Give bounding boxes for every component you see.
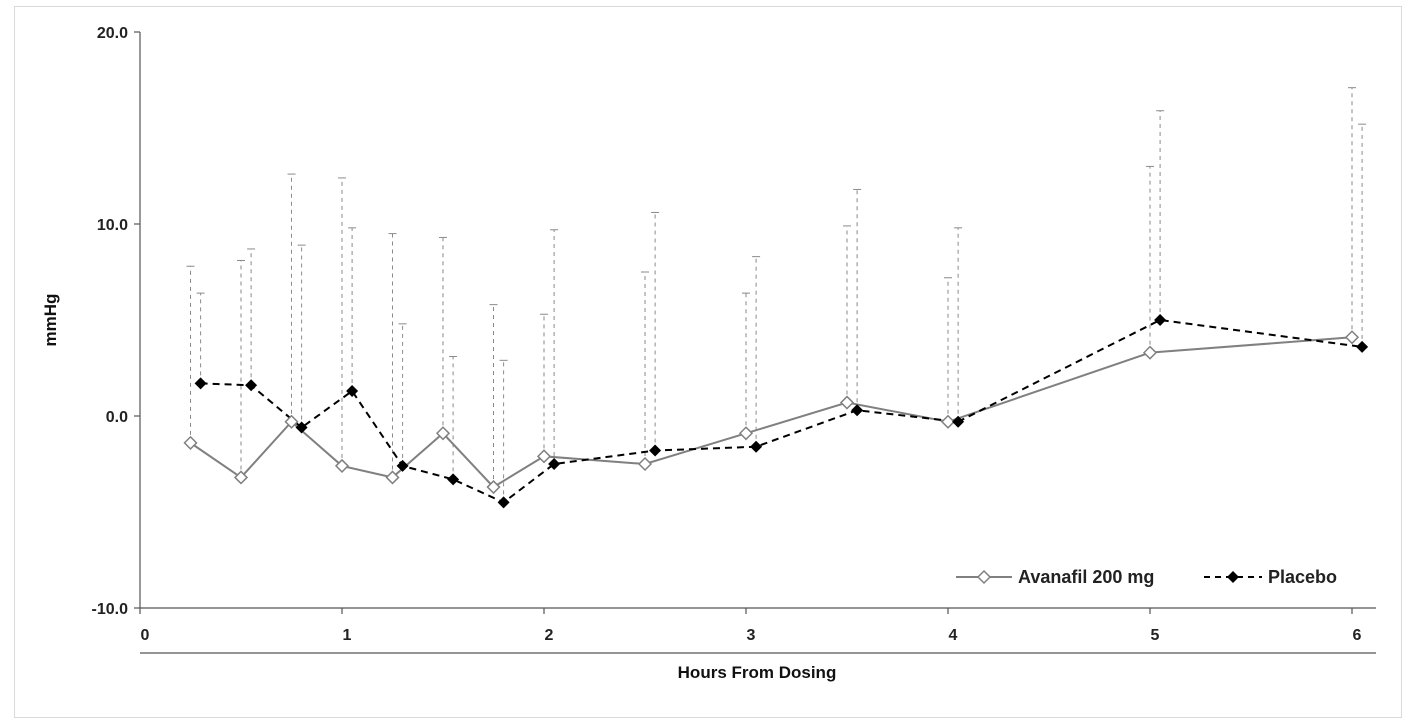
- y-tick-label: 20.0: [97, 25, 128, 42]
- x-tick-label: 6: [1353, 627, 1362, 644]
- data-point-placebo: [952, 415, 965, 428]
- data-point-avanafil: [183, 435, 198, 450]
- data-point-avanafil: [334, 458, 350, 473]
- x-tick-label: 3: [747, 627, 756, 644]
- series-lines-layer: [189, 318, 1363, 504]
- x-tick-label: 2: [545, 627, 554, 644]
- y-tick-label: -10.0: [92, 601, 129, 618]
- error-bars-layer: [186, 87, 1367, 503]
- y-tick-label: 10.0: [97, 217, 128, 234]
- x-tick-label: 5: [1151, 627, 1160, 644]
- data-point-avanafil: [738, 426, 754, 441]
- data-point-avanafil: [1344, 330, 1360, 345]
- data-point-avanafil: [637, 456, 653, 472]
- data-point-placebo: [194, 377, 207, 390]
- data-point-avanafil: [1142, 345, 1158, 360]
- series-line-placebo: [200, 318, 1363, 504]
- data-point-placebo: [1154, 314, 1167, 326]
- y-ticks: -10.0 0.0 10.0 20.0: [92, 25, 140, 618]
- data-point-avanafil: [536, 449, 552, 464]
- x-tick-label: 0: [141, 627, 150, 644]
- data-point-placebo: [346, 385, 359, 398]
- legend-item-placebo: Placebo: [1204, 567, 1337, 587]
- data-point-placebo: [447, 473, 460, 486]
- data-point-placebo: [750, 440, 763, 453]
- data-point-placebo: [396, 459, 409, 472]
- data-point-placebo: [649, 444, 662, 457]
- legend-item-avanafil: Avanafil 200 mg: [956, 567, 1154, 587]
- x-tick-label: 1: [343, 627, 352, 644]
- data-point-avanafil: [486, 479, 501, 495]
- x-tick-label: 4: [949, 627, 958, 644]
- data-point-placebo: [1356, 340, 1369, 353]
- legend: Avanafil 200 mg Placebo: [956, 567, 1337, 587]
- data-point-avanafil: [940, 414, 956, 429]
- legend-label-placebo: Placebo: [1268, 567, 1337, 587]
- legend-open-diamond-icon: [976, 569, 992, 585]
- data-point-placebo: [548, 458, 561, 470]
- data-point-avanafil: [839, 395, 855, 410]
- y-axis-title: mmHg: [41, 294, 60, 347]
- chart-frame: [14, 6, 1402, 718]
- data-point-placebo: [245, 379, 258, 392]
- legend-label-avanafil: Avanafil 200 mg: [1018, 567, 1154, 587]
- data-point-avanafil: [435, 426, 451, 441]
- markers-layer: [183, 314, 1369, 509]
- x-axis-title: Hours From Dosing: [678, 663, 837, 682]
- data-point-placebo: [851, 404, 864, 417]
- data-point-avanafil: [233, 470, 249, 485]
- x-ticks: 0 1 2 3 4 5 6: [139, 608, 1376, 654]
- data-point-avanafil: [284, 414, 299, 429]
- series-line-avanafil: [189, 336, 1353, 489]
- data-point-placebo: [295, 421, 308, 434]
- data-point-placebo: [497, 496, 510, 509]
- data-point-avanafil: [385, 470, 400, 485]
- y-tick-label: 0.0: [106, 409, 128, 426]
- legend-filled-diamond-icon: [1227, 571, 1239, 583]
